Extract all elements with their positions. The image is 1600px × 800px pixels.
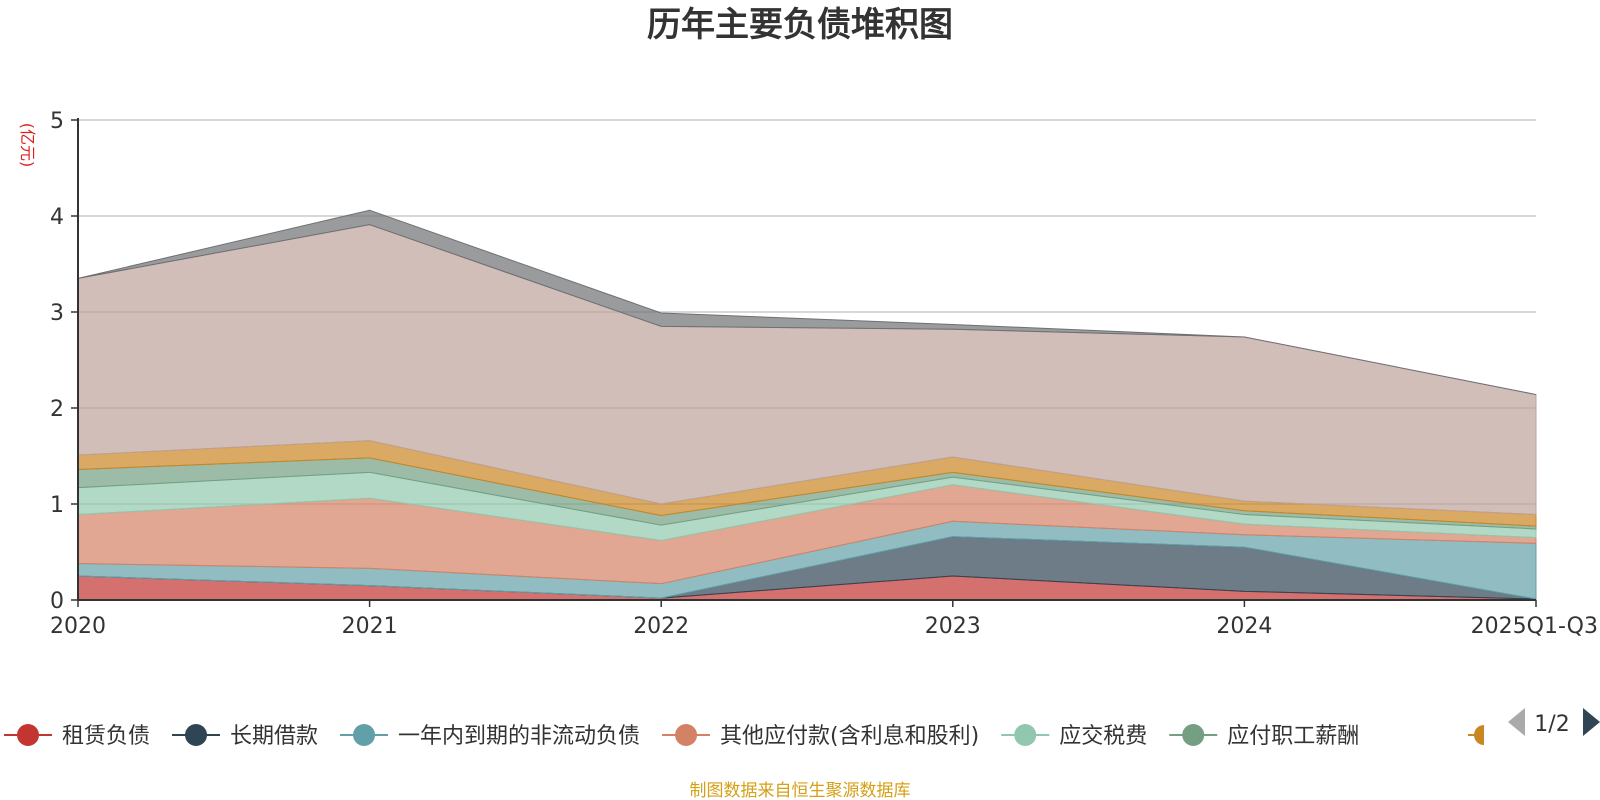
legend-item[interactable]: 长期借款 [172,724,318,749]
y-axis-unit: (亿元) [18,123,37,168]
legend-dot-icon [185,724,208,746]
legend-label: 应交税费 [1059,724,1147,749]
x-tick-label: 2022 [633,614,689,639]
legend-dot-icon [1474,725,1484,745]
y-tick-label: 1 [50,493,64,518]
legend-label: 租赁负债 [62,724,150,749]
area-series [77,209,1537,396]
legend-page-indicator: 1/2 [1534,712,1569,737]
y-tick-label: 4 [50,205,64,230]
legend-dot-icon [1182,724,1205,746]
legend-item[interactable]: 应付职工薪酬 [1169,724,1359,749]
x-tick-label: 2021 [342,614,398,639]
legend-item[interactable]: 一年内到期的非流动负债 [340,724,640,749]
x-tick-label: 2025Q1-Q3 [1471,614,1598,639]
x-tick-label: 2024 [1216,614,1272,639]
legend-dot-icon [1014,724,1037,746]
legend: 1/2 租赁负债 长期借款 一年内到期的非流动负债 其他应付款(含利息和股利) 应交税费… [4,708,1600,749]
axes: 0 1 2 3 4 5 2020 2021 2022 2023 2024 2025Q1-Q3 [50,109,1598,639]
data-source-note: 制图数据来自恒生聚源数据库 [690,781,911,800]
stacked-areas [77,209,1537,601]
legend-label: 应付职工薪酬 [1227,724,1359,749]
legend-label: 一年内到期的非流动负债 [398,724,640,749]
legend-item-partial[interactable] [1468,725,1484,745]
legend-dot-icon [675,724,698,746]
y-tick-label: 3 [50,301,64,326]
legend-label: 长期借款 [230,724,318,749]
legend-label: 其他应付款(含利息和股利) [720,724,979,749]
legend-item[interactable]: 租赁负债 [4,724,150,749]
y-tick-label: 0 [50,589,64,614]
chart-title: 历年主要负债堆积图 [647,5,953,45]
legend-next-page-icon[interactable] [1583,708,1600,736]
y-tick-label: 2 [50,397,64,422]
legend-prev-page-icon[interactable] [1508,708,1525,736]
x-tick-label: 2023 [925,614,981,639]
legend-dot-icon [17,724,39,746]
y-tick-label: 5 [50,109,64,134]
legend-dot-icon [353,724,376,746]
x-tick-label: 2020 [50,614,106,639]
legend-item[interactable]: 其他应付款(含利息和股利) [662,724,979,749]
legend-item[interactable]: 应交税费 [1001,724,1147,749]
